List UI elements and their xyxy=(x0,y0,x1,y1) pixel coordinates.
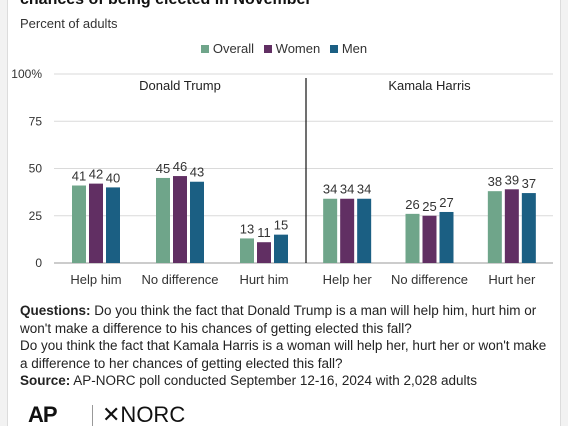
legend-item-overall: Overall xyxy=(200,41,255,56)
bar-value-label: 42 xyxy=(89,167,103,182)
y-tick-label: 0 xyxy=(35,256,42,270)
legend-label-men: Men xyxy=(341,41,368,56)
bar-value-label: 11 xyxy=(257,225,271,240)
bar xyxy=(504,189,519,263)
category-label: Hurt her xyxy=(488,272,536,287)
ap-logo: AP xyxy=(28,402,58,426)
bar-value-label: 45 xyxy=(156,161,170,176)
norc-logo: ✕NORC xyxy=(102,402,186,426)
legend-item-women: Women xyxy=(263,41,321,56)
bar xyxy=(405,213,420,263)
bar xyxy=(173,176,187,263)
bar-value-label: 26 xyxy=(405,197,419,212)
bar-value-label: 34 xyxy=(323,182,337,197)
legend-swatch-men xyxy=(329,45,338,53)
bar xyxy=(257,242,271,263)
y-tick-label: 100% xyxy=(11,67,42,81)
chart-subtitle: Percent of adults xyxy=(20,16,118,31)
category-label: Hurt him xyxy=(239,272,288,287)
logo-divider xyxy=(92,405,93,426)
legend-swatch-women xyxy=(263,45,272,53)
bar-value-label: 40 xyxy=(106,170,120,185)
category-label: No difference xyxy=(141,272,218,287)
bar xyxy=(340,198,355,263)
bar xyxy=(487,191,502,263)
bar xyxy=(439,211,454,263)
bar-value-label: 37 xyxy=(522,176,536,191)
bar xyxy=(72,185,86,263)
bar-value-label: 13 xyxy=(240,221,254,236)
bar-value-label: 41 xyxy=(72,169,86,184)
panel-title: Kamala Harris xyxy=(388,78,471,93)
legend-label-overall: Overall xyxy=(212,41,255,56)
legend-item-men: Men xyxy=(329,41,368,56)
bar-value-label: 25 xyxy=(422,199,436,214)
bar-value-label: 39 xyxy=(505,172,519,187)
bar-value-label: 46 xyxy=(173,159,187,174)
legend-label-women: Women xyxy=(275,41,321,56)
bar xyxy=(422,215,437,263)
bar xyxy=(240,238,254,263)
y-tick-label: 50 xyxy=(29,162,43,176)
bar-value-label: 43 xyxy=(190,165,204,180)
chart-notes: Questions: Do you think the fact that Do… xyxy=(20,302,552,390)
question-1-note: Questions: Do you think the fact that Do… xyxy=(20,302,552,337)
question-2-text: Do you think the fact that Kamala Harris… xyxy=(20,338,547,371)
bar xyxy=(323,198,338,263)
bar-value-label: 27 xyxy=(439,195,453,210)
chart-title: chances of being elected in November xyxy=(20,0,312,9)
category-label: Help him xyxy=(70,272,121,287)
y-tick-label: 75 xyxy=(29,114,43,128)
bar xyxy=(190,181,204,263)
bar xyxy=(521,193,536,263)
legend-swatch-overall xyxy=(200,45,209,53)
category-label: Help her xyxy=(323,272,373,287)
source-note: Source: AP-NORC poll conducted September… xyxy=(20,372,552,390)
source-label: Source: xyxy=(20,373,71,388)
panel-title: Donald Trump xyxy=(139,78,221,93)
chart-card: chances of being elected in November Per… xyxy=(7,0,561,426)
legend: Overall Women Men xyxy=(8,41,560,56)
bar-value-label: 34 xyxy=(340,182,354,197)
bar-value-label: 38 xyxy=(488,174,502,189)
question-1-text: Do you think the fact that Donald Trump … xyxy=(20,303,537,336)
source-text: AP-NORC poll conducted September 12-16, … xyxy=(73,373,478,388)
bar xyxy=(357,198,372,263)
bar xyxy=(89,183,103,263)
bar-value-label: 15 xyxy=(274,218,288,233)
bar-value-label: 34 xyxy=(357,182,371,197)
questions-label: Questions: xyxy=(20,303,91,318)
bar xyxy=(156,177,170,263)
bar xyxy=(106,187,120,263)
bar xyxy=(274,234,288,263)
y-tick-label: 25 xyxy=(29,209,43,223)
category-label: No difference xyxy=(391,272,468,287)
